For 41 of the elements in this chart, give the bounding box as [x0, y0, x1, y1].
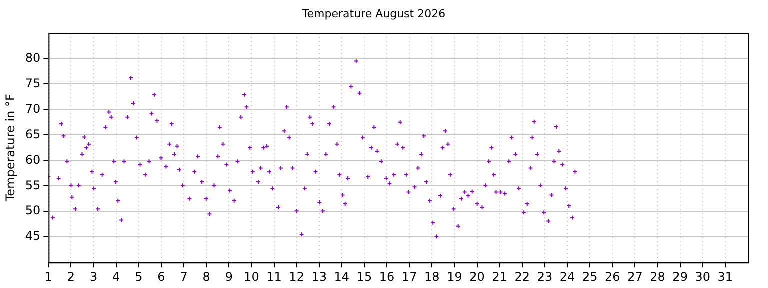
y-tick-label: 80	[25, 50, 41, 65]
x-tick-label: 26	[605, 270, 620, 284]
x-tick-label: 7	[180, 270, 188, 284]
x-tick-label: 19	[447, 270, 462, 284]
y-tick-label: 75	[25, 76, 41, 90]
x-tick-label: 21	[492, 270, 508, 284]
x-tick-label: 5	[135, 270, 143, 284]
x-tick-label: 10	[244, 270, 260, 284]
x-tick-label: 15	[356, 270, 372, 284]
y-axis-title: Temperature in °F	[3, 94, 18, 203]
x-tick-label: 6	[158, 270, 166, 284]
chart-title: Temperature August 2026	[301, 7, 446, 20]
x-tick-label: 22	[514, 270, 530, 284]
x-tick-label: 25	[582, 270, 598, 284]
x-tick-label: 1	[44, 270, 52, 284]
x-tick-label: 20	[470, 270, 485, 284]
x-tick-label: 23	[537, 270, 553, 284]
x-tick-label: 31	[718, 270, 734, 284]
x-tick-label: 8	[202, 270, 210, 284]
x-tick-label: 17	[402, 270, 418, 284]
x-tick-label: 11	[266, 270, 282, 284]
x-tick-label: 29	[672, 270, 688, 284]
x-tick-label: 13	[312, 270, 328, 284]
x-tick-label: 12	[289, 270, 304, 284]
x-tick-label: 2	[67, 270, 76, 284]
x-tick-label: 28	[650, 270, 666, 284]
y-tick-label: 65	[25, 127, 41, 142]
x-tick-label: 18	[424, 270, 440, 284]
x-tick-label: 16	[379, 270, 395, 284]
x-tick-label: 14	[334, 270, 350, 284]
x-tick-label: 4	[112, 270, 120, 284]
y-tick-label: 70	[25, 102, 41, 116]
y-tick-label: 45	[25, 229, 41, 244]
x-tick-label: 27	[628, 270, 643, 284]
x-tick-label: 24	[560, 270, 576, 284]
y-tick-label: 50	[25, 204, 41, 218]
x-tick-label: 30	[695, 270, 711, 284]
y-tick-label: 55	[25, 178, 41, 192]
x-tick-label: 9	[225, 270, 233, 284]
x-tick-label: 3	[90, 270, 98, 284]
y-tick-label: 60	[25, 152, 41, 167]
